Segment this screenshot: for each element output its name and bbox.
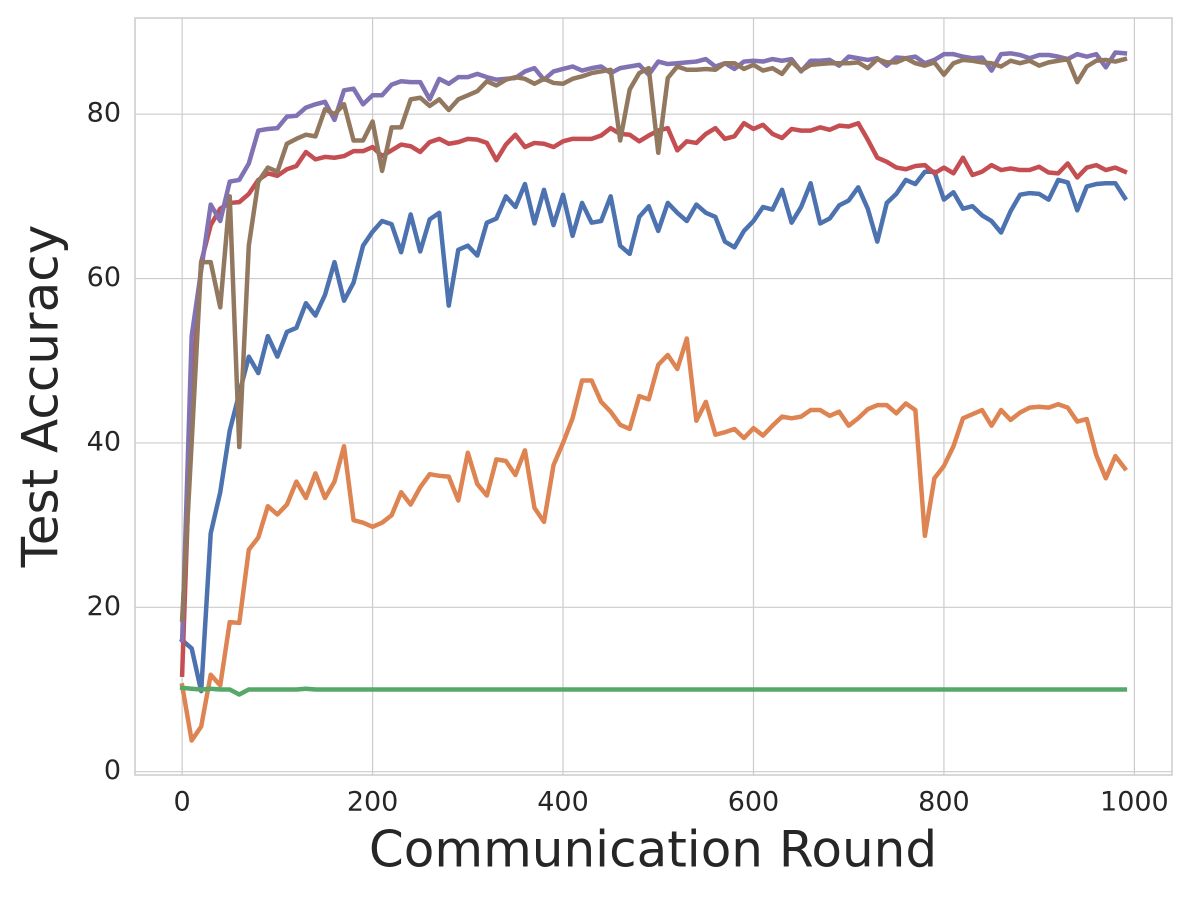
x-tick-label: 400 (537, 787, 589, 818)
x-tick-label: 1000 (1100, 787, 1169, 818)
series-line (179, 685, 1128, 697)
y-tick-label: 80 (87, 98, 121, 129)
x-tick-label: 600 (728, 787, 780, 818)
x-axis-label: Communication Round (369, 821, 937, 879)
series-line (179, 336, 1129, 743)
y-tick-label: 0 (104, 755, 121, 786)
x-tick-label: 800 (918, 787, 970, 818)
series-line (179, 120, 1128, 678)
series-line (179, 56, 1128, 623)
series-line (178, 169, 1128, 694)
plot-frame (134, 17, 1173, 776)
y-tick-label: 20 (87, 591, 121, 622)
x-tick-label: 0 (174, 787, 191, 818)
y-tick-label: 40 (87, 426, 121, 457)
x-tick-label: 200 (347, 787, 399, 818)
y-tick-label: 60 (87, 262, 121, 293)
y-axis-label: Test Accuracy (12, 225, 70, 569)
series-line (179, 50, 1128, 643)
